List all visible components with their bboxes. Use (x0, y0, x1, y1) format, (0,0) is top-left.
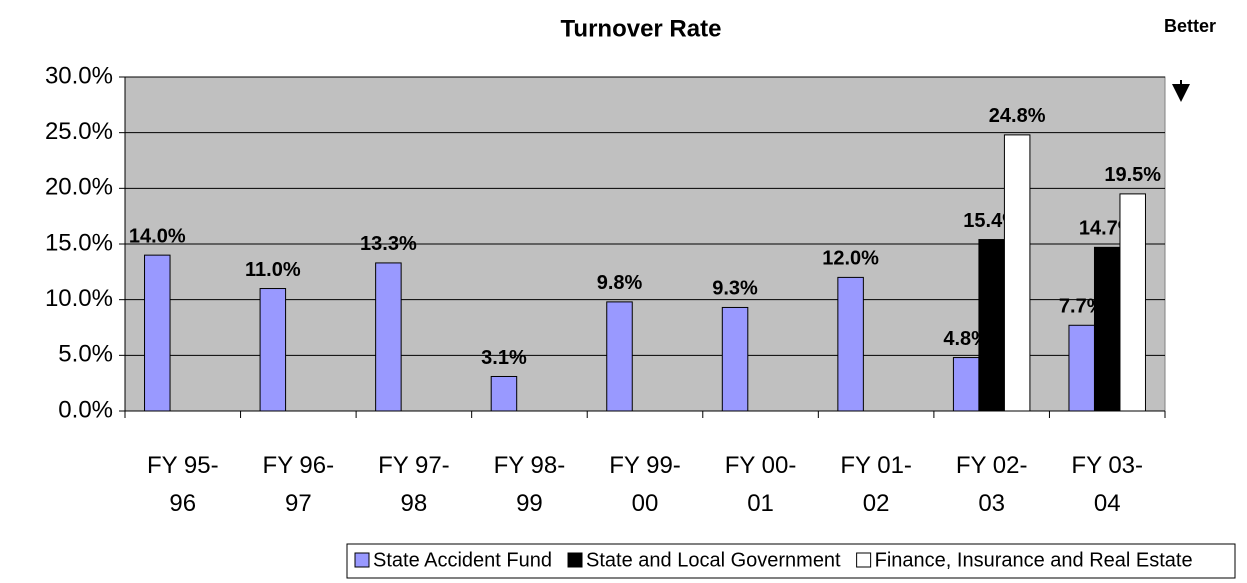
y-tick-label: 30.0% (45, 62, 113, 89)
bar (375, 262, 402, 412)
x-tick-label: FY 01-02 (840, 452, 912, 517)
value-label: 9.3% (712, 278, 758, 300)
value-label: 11.0% (245, 259, 301, 281)
x-tick-label: FY 03-04 (1071, 452, 1143, 517)
legend-label: State and Local Government (586, 549, 841, 571)
annotation: Better (1164, 16, 1216, 36)
legend-swatch (354, 552, 370, 568)
value-label: 14.0% (129, 225, 186, 247)
bar (1093, 246, 1121, 412)
x-tick-label: FY 99-00 (609, 452, 681, 517)
y-tick-label: 15.0% (45, 229, 113, 256)
value-label: 3.1% (481, 347, 527, 369)
bar (837, 276, 864, 412)
y-tick-label: 20.0% (45, 174, 113, 201)
bar (606, 301, 633, 412)
value-label: 9.8% (597, 272, 643, 294)
legend-label: State Accident Fund (373, 549, 552, 571)
chart-title: Turnover Rate (561, 15, 722, 42)
legend: State Accident Fund State and Local Gover… (346, 543, 1236, 579)
bar (952, 357, 980, 412)
y-tick-label: 0.0% (58, 396, 113, 423)
value-label: 13.3% (360, 233, 417, 255)
x-tick-label: FY 02-03 (956, 452, 1028, 517)
legend-label: Finance, Insurance and Real Estate (875, 549, 1193, 571)
value-label: 4.8% (943, 328, 989, 350)
y-tick-label: 25.0% (45, 118, 113, 145)
annotation-arrow (1172, 80, 1190, 102)
x-tick-label: FY 95-96 (147, 452, 219, 517)
bar (1119, 193, 1146, 412)
legend-box (346, 543, 1236, 579)
bar (978, 239, 1005, 412)
bar (721, 306, 749, 412)
legend-swatch (567, 552, 583, 568)
y-tick-label: 5.0% (58, 341, 113, 368)
bar (144, 254, 171, 412)
y-tick-label: 10.0% (45, 285, 113, 312)
bar (1003, 134, 1031, 412)
value-label: 24.8% (989, 105, 1046, 127)
value-label: 7.7% (1059, 296, 1105, 318)
bar (259, 288, 287, 412)
value-label: 19.5% (1104, 164, 1161, 186)
x-tick-label: FY 00-01 (725, 452, 797, 517)
bar (490, 375, 518, 412)
value-label: 12.0% (822, 248, 879, 270)
x-tick-label: FY 98-99 (494, 452, 566, 517)
legend-swatch (856, 552, 872, 568)
x-tick-label: FY 97-98 (378, 452, 450, 517)
bar (1068, 324, 1095, 412)
x-tick-label: FY 96-97 (263, 452, 335, 517)
